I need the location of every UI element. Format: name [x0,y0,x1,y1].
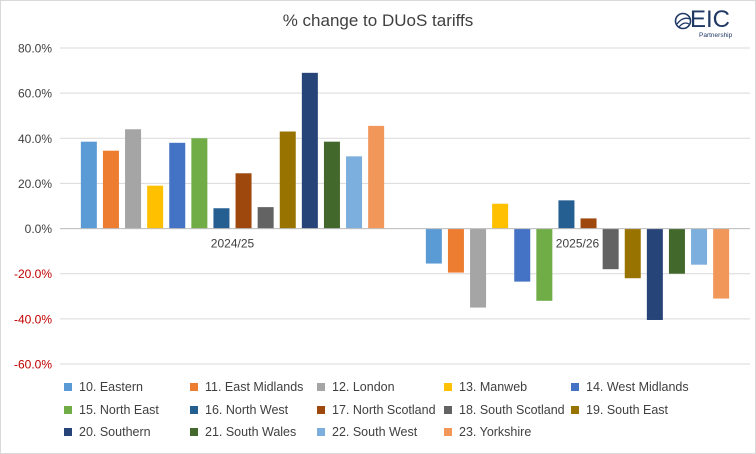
bar-16-north-west-1 [558,200,575,229]
bar-23-yorkshire-1 [713,228,730,299]
logo-subtitle: Partnership [699,32,733,39]
legend-label: 12. London [332,380,395,394]
bar-12-london-1 [470,228,487,308]
bar-11-east-midlands-0 [102,150,119,229]
legend-item: 10. Eastern [64,378,143,396]
category-label: 2024/25 [211,237,255,251]
bar-19-south-east-1 [624,228,641,279]
legend-item: 17. North Scotland [317,401,436,419]
globe-icon [674,12,692,30]
y-tick-label: 40.0% [18,132,52,146]
bar-15-north-east-0 [191,138,208,229]
legend-label: 22. South West [332,425,418,439]
legend-swatch [64,405,72,414]
legend-swatch [444,405,452,414]
legend-swatch [444,428,452,436]
legend-swatch [317,383,325,391]
legend-label: 13. Manweb [459,380,528,394]
y-tick-label: 80.0% [18,42,52,56]
bar-13-manweb-0 [147,185,164,229]
logo-text: EIC [690,6,731,33]
legend-item: 11. East Midlands [190,378,303,396]
bar-10-eastern-1 [425,228,442,264]
legend-item: 19. South East [571,401,668,419]
bar-17-north-scotland-1 [580,218,597,229]
legend-label: 16. North West [205,402,289,417]
bar-22-south-west-1 [691,228,708,265]
legend-item: 22. South West [317,423,417,441]
legend-swatch [190,383,198,391]
y-tick-label: -20.0% [14,267,52,281]
legend-swatch [444,383,452,391]
legend-label: 14. West Midlands [586,380,689,394]
legend-item: 12. London [317,378,395,396]
legend-item: 13. Manweb [444,378,527,396]
eic-partnership-logo: EIC Partnership [673,6,745,44]
legend-label: 18. South Scotland [459,402,565,417]
bar-18-south-scotland-0 [257,207,274,229]
bar-15-north-east-1 [536,228,553,301]
bar-12-london-0 [125,129,142,229]
bar-14-west-midlands-1 [514,228,531,282]
legend-label: 20. Southern [79,425,151,439]
legend-item: 20. Southern [64,423,151,441]
legend-label: 17. North Scotland [332,402,436,417]
legend-label: 11. East Midlands [205,380,304,394]
y-tick-label: 60.0% [18,87,52,101]
legend-label: 15. North East [79,402,159,417]
y-tick-label: -40.0% [14,312,52,326]
bar-14-west-midlands-0 [169,142,186,229]
bar-20-southern-1 [646,228,663,320]
bar-21-south-wales-1 [668,228,685,274]
legend-swatch [317,428,325,436]
legend-swatch [317,405,325,414]
legend-swatch [190,428,198,436]
bar-23-yorkshire-0 [368,125,385,229]
bar-10-eastern-0 [80,141,97,229]
legend-item: 23. Yorkshire [444,423,531,441]
legend-item: 16. North West [190,401,288,419]
legend-swatch [64,428,72,436]
legend-item: 21. South Wales [190,423,296,441]
legend-item: 14. West Midlands [571,378,689,396]
bar-13-manweb-1 [492,203,509,229]
legend-label: 19. South East [586,402,669,417]
legend-swatch [64,383,72,391]
bar-20-southern-0 [301,72,318,229]
bar-16-north-west-0 [213,208,230,229]
legend-label: 23. Yorkshire [459,425,532,439]
bar-17-north-scotland-0 [235,173,252,229]
legend-swatch [190,405,198,414]
bar-19-south-east-0 [279,131,296,229]
bar-18-south-scotland-1 [602,228,619,270]
legend-swatch [571,405,579,414]
y-tick-label: 20.0% [18,177,52,191]
y-tick-label: -60.0% [14,358,52,372]
legend-swatch [571,383,579,391]
legend-label: 10. Eastern [79,380,143,394]
chart-title: % change to DUoS tariffs [282,11,474,30]
y-tick-label: 0.0% [25,222,53,236]
bar-11-east-midlands-1 [447,228,464,273]
bar-21-south-wales-0 [323,141,340,229]
bar-22-south-west-0 [346,156,363,229]
legend-item: 15. North East [64,401,159,419]
legend-item: 18. South Scotland [444,401,565,419]
legend-label: 21. South Wales [205,425,297,439]
category-label: 2025/26 [556,237,600,251]
